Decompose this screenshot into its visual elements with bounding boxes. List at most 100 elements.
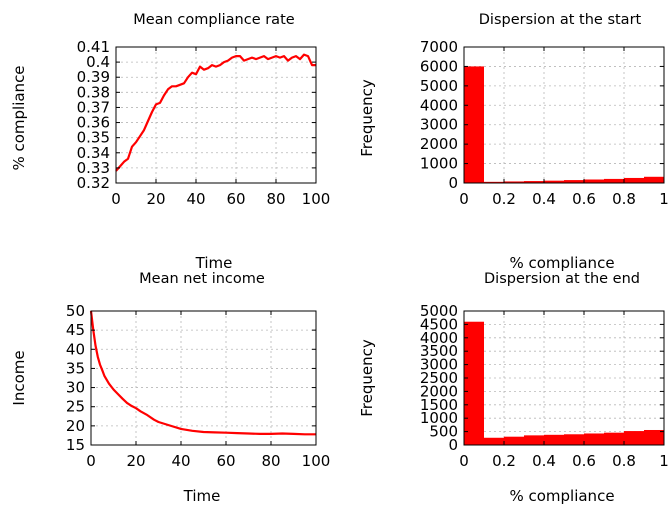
y-tick-label: 6000 [420,57,458,75]
y-axis-label: Frequency [358,79,376,157]
y-tick-label: 2000 [420,135,458,153]
panel-net-income: Mean net income Time Income 0 20 40 60 80 100… [10,271,330,505]
y-tick-label: 0.33 [77,159,110,177]
y-tick-label: 2500 [420,369,458,387]
chart-title: Dispersion at the start [479,12,642,28]
y-tick-label: 15 [66,436,85,454]
histogram-bar [484,437,504,445]
histogram-bar [604,432,624,445]
histogram-bar [584,179,604,183]
histogram-bar [504,181,524,183]
plot-frame [463,46,665,184]
y-tick-label: 3000 [420,116,458,134]
y-tick-label: 45 [66,321,85,339]
x-tick-label: 0 [459,452,469,470]
y-tick-label: 30 [66,379,85,397]
x-tick-label: 0.2 [492,190,516,208]
y-tick-label: 0.37 [77,98,110,116]
x-axis-label: Time [183,487,221,505]
histogram-bar [524,181,544,183]
histogram-bar [564,180,584,183]
y-tick-label: 5000 [420,77,458,95]
histogram-bar [544,434,564,445]
y-tick-label: 4000 [420,329,458,347]
chart-title: Mean compliance rate [133,12,294,28]
y-tick-label: 0.41 [77,38,110,56]
x-tick-label: 0.2 [492,452,516,470]
y-tick-label: 4000 [420,96,458,114]
y-tick-label: 0.35 [77,129,110,147]
x-tick-label: 0.6 [572,190,596,208]
x-tick-label: 0.4 [532,190,556,208]
y-tick-label: 1500 [420,396,458,414]
series-line [89,310,316,436]
series-line [115,53,316,172]
x-tick-label: 100 [302,452,331,470]
x-tick-label: 0 [111,190,121,208]
y-tick-label: 0.39 [77,68,110,86]
y-tick-label: 0.38 [77,83,110,101]
histogram-bar [604,178,624,183]
histogram-bar [464,321,484,445]
x-tick-label: 40 [171,452,190,470]
y-tick-label: 40 [66,340,85,358]
x-tick-label: 20 [146,190,165,208]
y-tick-label: 7000 [420,38,458,56]
y-tick-label: 3500 [420,342,458,360]
histogram-bar [524,435,544,445]
histogram-bar [504,436,524,445]
x-tick-label: 0 [86,452,96,470]
histogram-bar [584,433,604,445]
x-tick-label: 1 [659,190,669,208]
y-axis-label: Income [10,350,28,405]
histogram-bar [484,181,504,183]
x-tick-label: 100 [302,190,331,208]
histogram-bar [644,176,664,183]
histogram-bar [644,429,664,445]
y-tick-label: 5000 [420,302,458,320]
y-tick-label: 1000 [420,409,458,427]
y-tick-label: 1000 [420,155,458,173]
chart-title: Dispersion at the end [484,271,640,287]
y-axis-label: % compliance [10,65,28,170]
x-tick-label: 0.4 [532,452,556,470]
y-tick-label: 500 [429,423,458,441]
histogram-bar [544,180,564,183]
y-tick-label: 2000 [420,382,458,400]
x-tick-label: 80 [261,452,280,470]
y-tick-label: 0 [448,436,458,454]
y-tick-label: 20 [66,417,85,435]
y-tick-label: 0.4 [86,53,110,71]
x-tick-label: 60 [226,190,245,208]
x-tick-label: 0.6 [572,452,596,470]
histogram-bar [624,431,644,445]
histogram-bar [464,66,484,183]
x-tick-label: 60 [216,452,235,470]
y-tick-label: 4500 [420,315,458,333]
y-tick-label: 0.32 [77,174,110,192]
panel-compliance-rate: Mean compliance rate Time % compliance 0… [10,12,330,272]
panel-dispersion-end: Dispersion at the end % compliance Frequ… [358,271,669,505]
plot-frame [90,310,317,446]
y-tick-label: 0 [448,174,458,192]
x-axis-label: Time [195,254,233,272]
x-tick-label: 80 [266,190,285,208]
x-axis-label: % compliance [509,254,614,272]
panel-dispersion-start: Dispersion at the start % compliance Fre… [358,12,669,272]
y-axis-label: Frequency [358,339,376,417]
x-tick-label: 0 [459,190,469,208]
y-tick-label: 0.36 [77,114,110,132]
x-tick-label: 0.8 [612,452,636,470]
chart-title: Mean net income [139,271,265,287]
x-tick-label: 0.8 [612,190,636,208]
x-tick-label: 1 [659,452,669,470]
histogram-bar [564,434,584,445]
x-tick-label: 40 [186,190,205,208]
y-tick-label: 3000 [420,356,458,374]
y-tick-label: 0.34 [77,144,110,162]
plot-frame [115,46,317,184]
y-tick-label: 25 [66,398,85,416]
x-tick-label: 20 [126,452,145,470]
y-tick-label: 35 [66,359,85,377]
